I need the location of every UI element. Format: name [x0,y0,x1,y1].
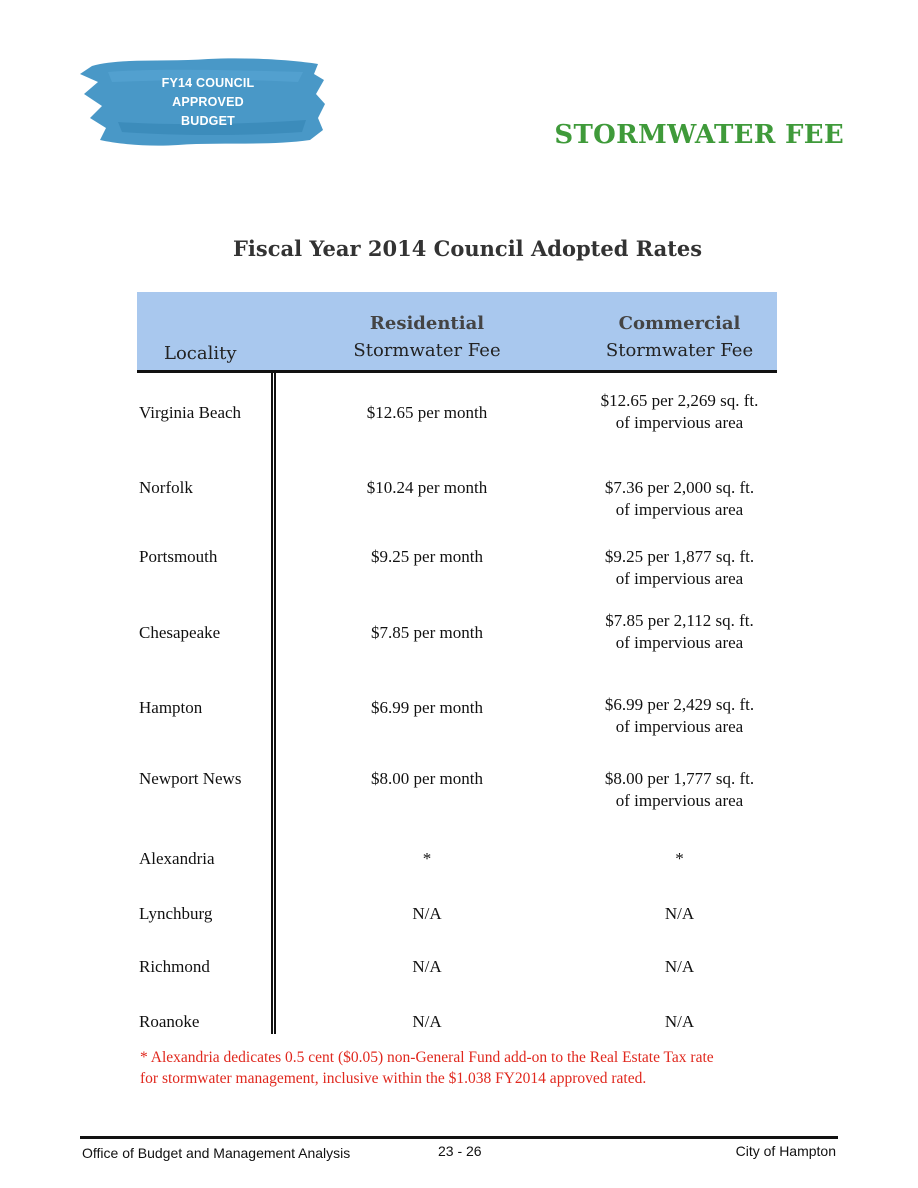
cell-commercial-line: of impervious area [615,569,744,588]
cell-locality: Chesapeake [139,623,221,642]
header-locality: Locality [164,343,237,364]
cell-locality: Norfolk [139,478,193,497]
cell-locality: Portsmouth [139,547,218,566]
column-divider [271,372,276,1034]
cell-residential: $9.25 per month [371,547,483,566]
cell-locality: Roanoke [139,1012,200,1031]
cell-commercial-line: N/A [664,904,695,923]
cell-commercial: $6.99 per 2,429 sq. ft. of impervious ar… [577,694,782,738]
cell-residential: N/A [412,1012,442,1031]
cell-commercial-line: $6.99 per 2,429 sq. ft. [604,695,755,714]
badge-line: APPROVED [172,95,244,109]
section-title: STORMWATER FEE [554,120,844,150]
footer-left: Office of Budget and Management Analysis [82,1145,351,1161]
cell-residential: $8.00 per month [371,769,483,788]
header-residential: Residential Stormwater Fee [327,310,527,364]
cell-locality: Hampton [139,698,203,717]
footnote-line: for stormwater management, inclusive wit… [140,1070,647,1087]
page-number: 23 - 26 [438,1143,482,1159]
cell-locality: Virginia Beach [139,403,242,422]
badge-text: FY14 COUNCIL APPROVED BUDGET [148,74,268,131]
cell-commercial: N/A [577,956,782,978]
cell-commercial-line: N/A [664,1012,695,1031]
cell-commercial-line: of impervious area [615,791,744,810]
budget-badge: FY14 COUNCIL APPROVED BUDGET [78,52,328,152]
cell-residential: $7.85 per month [371,623,483,642]
header-commercial-bottom: Stormwater Fee [605,340,754,361]
cell-locality: Richmond [139,957,210,976]
header-residential-top: Residential [369,313,485,334]
cell-commercial: $7.85 per 2,112 sq. ft. of impervious ar… [577,610,782,654]
footer-right: City of Hampton [735,1143,836,1159]
table-title: Fiscal Year 2014 Council Adopted Rates [233,236,703,261]
footer-divider [80,1136,838,1139]
cell-commercial: $7.36 per 2,000 sq. ft. of impervious ar… [577,477,782,521]
header-residential-bottom: Stormwater Fee [353,340,501,361]
footnote-line: * Alexandria dedicates 0.5 cent ($0.05) … [140,1049,714,1066]
cell-commercial-line: of impervious area [615,413,744,432]
cell-commercial: N/A [577,1011,782,1033]
cell-commercial-line: $7.85 per 2,112 sq. ft. [605,611,754,630]
header-commercial: Commercial Stormwater Fee [577,310,782,364]
cell-residential: N/A [412,957,442,976]
badge-line: BUDGET [181,114,235,128]
cell-commercial-line: $7.36 per 2,000 sq. ft. [604,478,755,497]
cell-residential: $12.65 per month [366,403,488,422]
cell-residential: $10.24 per month [366,478,488,497]
cell-commercial-line: $9.25 per 1,877 sq. ft. [604,547,755,566]
header-commercial-top: Commercial [618,313,741,334]
cell-commercial: $8.00 per 1,777 sq. ft. of impervious ar… [577,768,782,812]
cell-commercial-line: N/A [664,957,695,976]
cell-commercial-line: * [675,849,684,868]
watercolor-brush-icon [80,58,325,146]
cell-commercial: N/A [577,903,782,925]
cell-residential: N/A [412,904,442,923]
cell-locality: Newport News [139,769,242,788]
cell-commercial: $9.25 per 1,877 sq. ft. of impervious ar… [577,546,782,590]
cell-commercial-line: of impervious area [615,633,744,652]
cell-commercial-line: $12.65 per 2,269 sq. ft. [600,391,759,410]
cell-locality: Lynchburg [139,904,213,923]
cell-residential: $6.99 per month [371,698,483,717]
cell-commercial-line: $8.00 per 1,777 sq. ft. [604,769,755,788]
cell-locality: Alexandria [139,849,215,868]
cell-residential: * [422,849,432,868]
badge-line: FY14 COUNCIL [161,76,255,90]
cell-commercial: * [577,848,782,870]
cell-commercial: $12.65 per 2,269 sq. ft. of impervious a… [577,390,782,434]
cell-commercial-line: of impervious area [615,717,744,736]
cell-commercial-line: of impervious area [615,500,744,519]
footnote: * Alexandria dedicates 0.5 cent ($0.05) … [140,1047,800,1089]
table-header: Locality Residential Stormwater Fee Comm… [137,292,777,373]
